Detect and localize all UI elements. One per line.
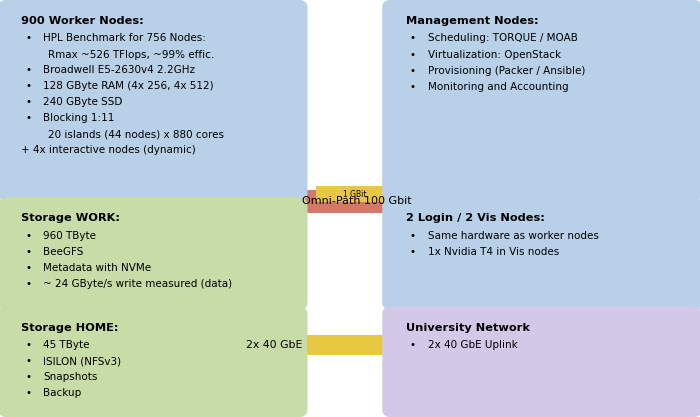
Text: 128 GByte RAM (4x 256, 4x 512): 128 GByte RAM (4x 256, 4x 512) <box>43 81 214 91</box>
Bar <box>570 190 596 194</box>
Text: 1 GBit: 1 GBit <box>344 190 367 198</box>
Text: Virtualization: OpenStack: Virtualization: OpenStack <box>428 50 561 60</box>
FancyBboxPatch shape <box>0 0 307 201</box>
Text: •: • <box>410 340 416 350</box>
Text: Snapshots: Snapshots <box>43 372 98 382</box>
Text: Scheduling: TORQUE / MOAB: Scheduling: TORQUE / MOAB <box>428 33 578 43</box>
FancyBboxPatch shape <box>382 0 700 201</box>
Text: 960 TByte: 960 TByte <box>43 231 97 241</box>
Text: •: • <box>26 247 32 257</box>
Text: 900 Worker Nodes:: 900 Worker Nodes: <box>22 16 144 26</box>
Text: ISILON (NFSv3): ISILON (NFSv3) <box>43 357 122 367</box>
Text: Backup: Backup <box>43 389 82 399</box>
Text: •: • <box>26 97 32 107</box>
Text: •: • <box>410 247 416 257</box>
Bar <box>141 190 683 213</box>
Text: Same hardware as worker nodes: Same hardware as worker nodes <box>428 231 598 241</box>
Text: •: • <box>410 65 416 75</box>
Text: Omni-Path 100 Gbit: Omni-Path 100 Gbit <box>302 196 412 206</box>
Text: •: • <box>26 279 32 289</box>
Text: •: • <box>26 231 32 241</box>
Text: 20 islands (44 nodes) x 880 cores: 20 islands (44 nodes) x 880 cores <box>48 129 224 139</box>
FancyBboxPatch shape <box>382 306 700 417</box>
Text: Storage WORK:: Storage WORK: <box>22 214 120 224</box>
Bar <box>393 303 419 335</box>
Bar <box>155 335 419 355</box>
Text: Blocking 1:11: Blocking 1:11 <box>43 113 115 123</box>
Text: •: • <box>410 50 416 60</box>
Text: 45 TByte: 45 TByte <box>43 340 90 350</box>
Text: Provisioning (Packer / Ansible): Provisioning (Packer / Ansible) <box>428 65 585 75</box>
Text: •: • <box>26 65 32 75</box>
Text: •: • <box>410 231 416 241</box>
Text: HPL Benchmark for 756 Nodes:: HPL Benchmark for 756 Nodes: <box>43 33 206 43</box>
Text: 2 Login / 2 Vis Nodes:: 2 Login / 2 Vis Nodes: <box>405 214 545 224</box>
Text: Broadwell E5-2630v4 2.2GHz: Broadwell E5-2630v4 2.2GHz <box>43 65 195 75</box>
Text: •: • <box>26 263 32 273</box>
Text: •: • <box>26 372 32 382</box>
Text: •: • <box>26 81 32 91</box>
FancyBboxPatch shape <box>382 197 700 311</box>
Text: 1x Nvidia T4 in Vis nodes: 1x Nvidia T4 in Vis nodes <box>428 247 559 257</box>
Text: •: • <box>26 389 32 399</box>
Text: Management Nodes:: Management Nodes: <box>405 16 538 26</box>
Text: 240 GByte SSD: 240 GByte SSD <box>43 97 122 107</box>
Bar <box>155 190 181 194</box>
Text: •: • <box>410 82 416 92</box>
Text: •: • <box>26 340 32 350</box>
Text: Rmax ~526 TFlops, ~99% effic.: Rmax ~526 TFlops, ~99% effic. <box>48 50 214 60</box>
Text: •: • <box>26 33 32 43</box>
Text: Monitoring and Accounting: Monitoring and Accounting <box>428 82 568 92</box>
Text: Metadata with NVMe: Metadata with NVMe <box>43 263 151 273</box>
Bar <box>316 186 395 202</box>
FancyBboxPatch shape <box>0 306 307 417</box>
Text: •: • <box>410 33 416 43</box>
Text: Storage HOME:: Storage HOME: <box>22 323 119 333</box>
FancyBboxPatch shape <box>0 197 307 311</box>
Text: BeeGFS: BeeGFS <box>43 247 84 257</box>
Text: University Network: University Network <box>405 323 530 333</box>
Text: + 4x interactive nodes (dynamic): + 4x interactive nodes (dynamic) <box>22 145 196 155</box>
Text: ~ 24 GByte/s write measured (data): ~ 24 GByte/s write measured (data) <box>43 279 232 289</box>
Text: •: • <box>26 357 32 367</box>
Text: 2x 40 GbE Uplink: 2x 40 GbE Uplink <box>428 340 517 350</box>
Text: •: • <box>26 113 32 123</box>
Bar <box>155 213 181 412</box>
Text: 2x 40 GbE: 2x 40 GbE <box>246 340 302 350</box>
